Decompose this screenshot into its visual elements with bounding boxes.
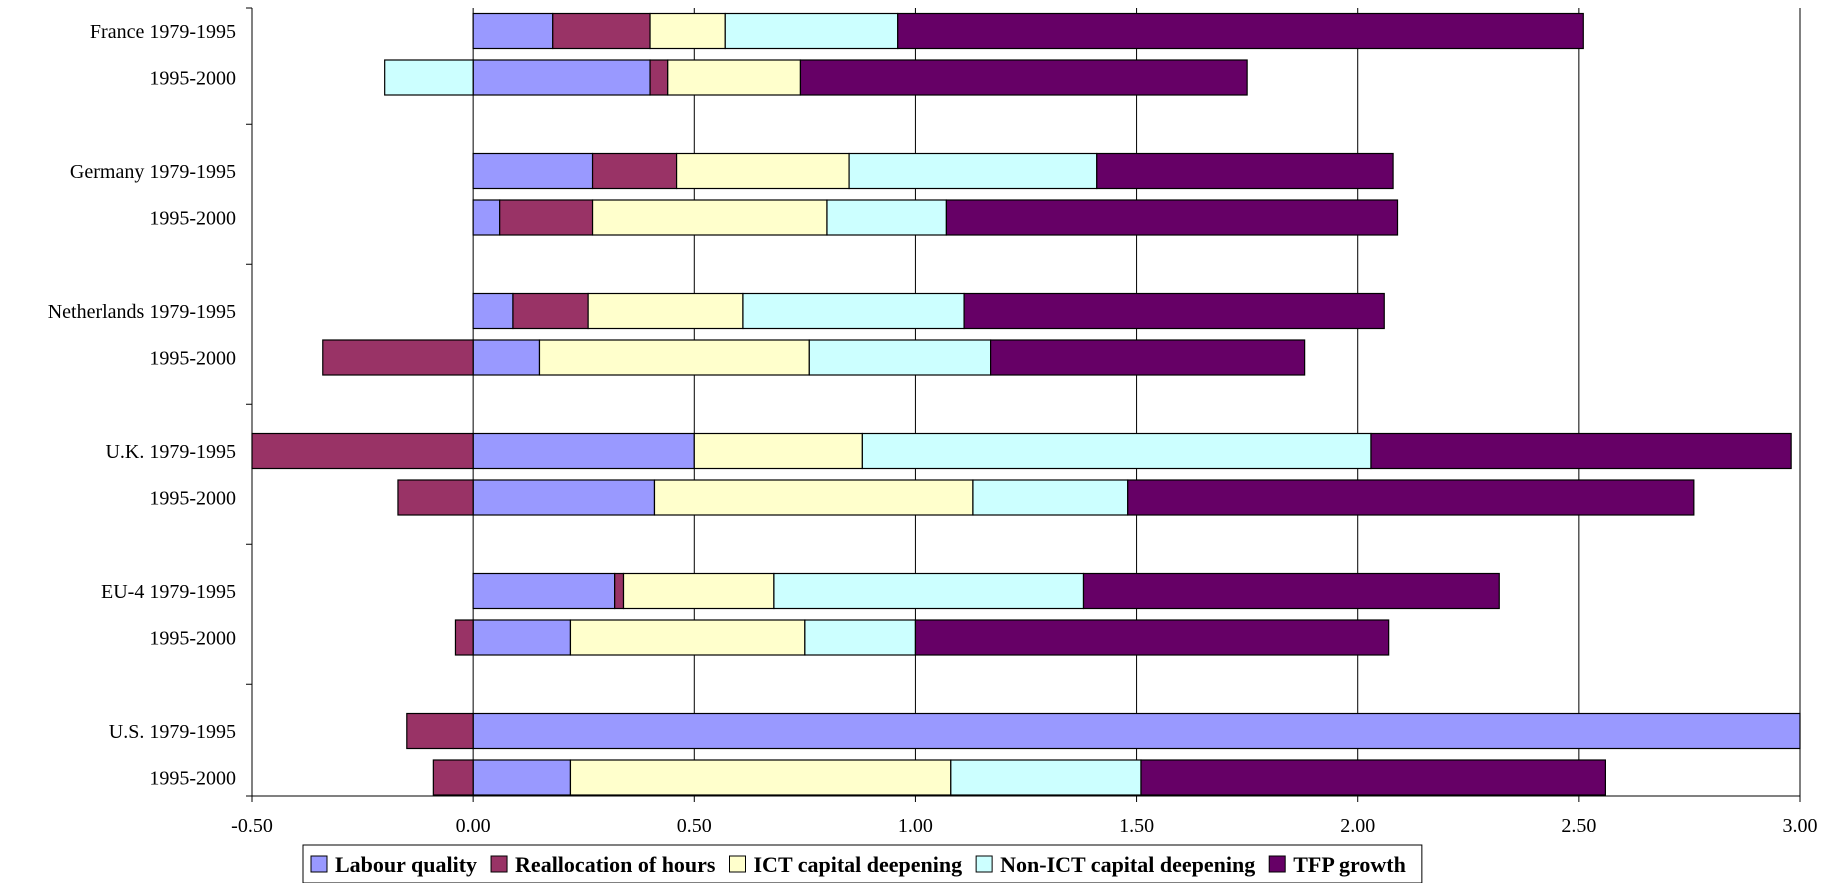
bar-segment bbox=[472, 479, 656, 516]
bar-segment bbox=[251, 432, 474, 470]
legend-swatch bbox=[310, 855, 328, 873]
category-label: EU-4 1979-1995 bbox=[101, 581, 236, 603]
bar-segment bbox=[538, 339, 810, 376]
bar-segment bbox=[675, 152, 850, 190]
bar-segment bbox=[848, 152, 1098, 190]
legend-swatch bbox=[729, 855, 746, 873]
bar-segment bbox=[914, 619, 1390, 656]
bar-segment bbox=[512, 292, 589, 330]
bar-segment bbox=[322, 339, 474, 376]
bar-segment bbox=[472, 292, 514, 330]
category-labels: France 1979-1995 1995-2000 Germany 1979-19… bbox=[48, 21, 236, 790]
bar-segment bbox=[622, 572, 775, 610]
bar-segment bbox=[614, 572, 625, 610]
x-tick-label: 0.50 bbox=[677, 815, 712, 837]
bar-segment bbox=[472, 712, 1801, 750]
bar-segment bbox=[897, 12, 1584, 50]
bar-segment bbox=[742, 292, 965, 330]
category-label: 1995-2000 bbox=[149, 348, 236, 370]
bar-segment bbox=[472, 432, 695, 470]
bar-segment bbox=[649, 12, 726, 50]
bar-segment bbox=[472, 572, 616, 610]
bar-segment bbox=[799, 59, 1248, 96]
x-tick-label: 2.00 bbox=[1340, 815, 1375, 837]
bar-segment bbox=[472, 12, 554, 50]
legend-label: ICT capital deepening bbox=[754, 852, 963, 877]
bar-segment bbox=[724, 12, 899, 50]
x-tick-label: 0.00 bbox=[456, 815, 491, 837]
x-tick-labels: -0.50 0.00 0.50 1.00 1.50 2.00 2.50 3.00 bbox=[231, 815, 1817, 837]
bar-segment bbox=[454, 619, 474, 656]
bar-segment bbox=[963, 292, 1385, 330]
legend-label: Reallocation of hours bbox=[515, 852, 716, 877]
bar-segment bbox=[1140, 759, 1606, 796]
bar-segment bbox=[384, 59, 474, 96]
legend-swatch bbox=[1268, 855, 1286, 873]
category-label: Germany 1979-1995 bbox=[70, 161, 236, 183]
bar-segment bbox=[826, 199, 947, 236]
category-label: 1995-2000 bbox=[149, 68, 236, 90]
bar-segment bbox=[804, 619, 917, 656]
bar-segment bbox=[472, 619, 572, 656]
x-tick-label: 2.50 bbox=[1561, 815, 1596, 837]
bar-segment bbox=[472, 339, 541, 376]
bar-segment bbox=[945, 199, 1399, 236]
category-label: 1995-2000 bbox=[149, 488, 236, 510]
category-label: U.K. 1979-1995 bbox=[105, 441, 236, 463]
x-tick-label: 1.00 bbox=[898, 815, 933, 837]
bar-segment bbox=[591, 199, 828, 236]
bar-segment bbox=[432, 759, 474, 796]
bar-segment bbox=[591, 152, 678, 190]
bar-segment bbox=[950, 759, 1142, 796]
bar-segment bbox=[569, 619, 806, 656]
bar-segment bbox=[569, 759, 952, 796]
x-tick-label: 1.50 bbox=[1119, 815, 1154, 837]
category-label: U.S. 1979-1995 bbox=[109, 721, 236, 743]
category-label: 1995-2000 bbox=[149, 628, 236, 650]
category-label: 1995-2000 bbox=[149, 208, 236, 230]
bar-segment bbox=[499, 199, 594, 236]
bar-segment bbox=[667, 59, 802, 96]
bar-segment bbox=[808, 339, 992, 376]
legend-label: Non-ICT capital deepening bbox=[1000, 852, 1255, 877]
axes bbox=[246, 7, 1801, 802]
bar-segment bbox=[861, 432, 1372, 470]
bar-segment bbox=[1096, 152, 1394, 190]
bar-segment bbox=[649, 59, 669, 96]
legend-box bbox=[302, 844, 1423, 883]
x-tick-label: 3.00 bbox=[1783, 815, 1818, 837]
category-label: Netherlands 1979-1995 bbox=[48, 301, 236, 323]
bar-segment bbox=[773, 572, 1085, 610]
bar-segment bbox=[406, 712, 474, 750]
category-label: 1995-2000 bbox=[149, 768, 236, 790]
bars bbox=[251, 12, 1801, 796]
bar-segment bbox=[1127, 479, 1695, 516]
bar-segment bbox=[1370, 432, 1792, 470]
legend: Labour quality Reallocation of hours ICT c… bbox=[302, 844, 1423, 883]
bar-segment bbox=[552, 12, 651, 50]
bar-segment bbox=[472, 199, 501, 236]
bar-segment bbox=[972, 479, 1129, 516]
bar-segment bbox=[472, 59, 651, 96]
bar-segment bbox=[397, 479, 474, 516]
legend-swatch bbox=[975, 855, 993, 873]
bar-segment bbox=[693, 432, 863, 470]
bar-segment bbox=[653, 479, 974, 516]
bar-segment bbox=[1082, 572, 1500, 610]
legend-swatch bbox=[490, 855, 508, 873]
bar-segment bbox=[990, 339, 1306, 376]
bar-segment bbox=[472, 759, 572, 796]
bar-segment bbox=[472, 152, 594, 190]
bar-segment bbox=[587, 292, 744, 330]
gridlines bbox=[472, 8, 1801, 796]
category-label: France 1979-1995 bbox=[90, 21, 236, 43]
x-tick-label: -0.50 bbox=[231, 815, 273, 837]
legend-label: Labour quality bbox=[335, 852, 477, 877]
legend-label: TFP growth bbox=[1293, 852, 1406, 877]
